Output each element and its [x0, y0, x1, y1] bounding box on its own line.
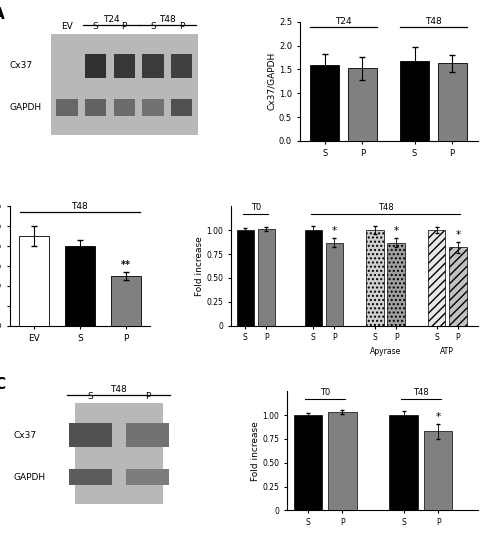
Y-axis label: Fold increase: Fold increase [195, 236, 203, 296]
Bar [438, 63, 467, 141]
Bar [237, 230, 254, 326]
Text: T48: T48 [159, 15, 176, 24]
Bar [305, 230, 322, 326]
Bar [424, 431, 452, 510]
Bar [171, 54, 192, 78]
Bar [68, 424, 112, 447]
Text: *: * [455, 230, 460, 240]
Text: T48: T48 [425, 16, 442, 26]
Text: T24: T24 [102, 15, 120, 24]
Text: *: * [393, 226, 399, 236]
Bar [366, 230, 384, 326]
Bar [111, 276, 141, 326]
Text: S: S [150, 22, 156, 31]
Y-axis label: Fold increase: Fold increase [251, 421, 260, 481]
Bar [142, 99, 163, 116]
Bar [75, 403, 163, 504]
Text: *: * [332, 226, 337, 236]
Text: T24: T24 [335, 16, 352, 26]
Text: Cx37: Cx37 [14, 431, 37, 440]
Text: C: C [0, 377, 5, 392]
Bar [142, 54, 163, 78]
Text: **: ** [121, 261, 131, 270]
Text: A: A [0, 8, 5, 22]
Text: T48: T48 [110, 384, 127, 394]
Bar [389, 415, 418, 510]
Bar [85, 54, 106, 78]
Text: ATP: ATP [440, 347, 454, 356]
Bar [51, 34, 198, 135]
Bar [387, 243, 405, 326]
Bar [68, 469, 112, 485]
Text: T0: T0 [320, 388, 330, 397]
Bar [258, 229, 275, 326]
Text: GAPDH: GAPDH [14, 472, 46, 482]
Bar [294, 415, 323, 510]
Y-axis label: Cx37/GAPDH: Cx37/GAPDH [267, 52, 276, 110]
Bar [325, 243, 343, 326]
Bar [85, 99, 106, 116]
Bar [114, 54, 135, 78]
Text: P: P [145, 392, 150, 401]
Bar [56, 99, 78, 116]
Text: S: S [93, 22, 99, 31]
Bar [171, 99, 192, 116]
Text: T48: T48 [71, 202, 88, 211]
Text: *: * [435, 412, 441, 422]
Bar [19, 236, 49, 326]
Bar [428, 230, 446, 326]
Bar [400, 61, 429, 141]
Text: P: P [179, 22, 184, 31]
Bar [348, 68, 377, 141]
Bar [449, 248, 467, 326]
Text: T48: T48 [413, 388, 428, 397]
Bar [126, 424, 169, 447]
Text: T48: T48 [378, 203, 393, 212]
Bar [65, 246, 95, 326]
Text: EV: EV [61, 22, 73, 31]
Bar [310, 65, 339, 141]
Text: Cx37: Cx37 [10, 61, 33, 71]
Text: S: S [87, 392, 93, 401]
Text: P: P [122, 22, 127, 31]
Bar [328, 412, 357, 510]
Bar [126, 469, 169, 485]
Text: T0: T0 [251, 203, 261, 212]
Text: Apyrase: Apyrase [370, 347, 401, 356]
Text: GAPDH: GAPDH [10, 103, 42, 112]
Bar [114, 99, 135, 116]
